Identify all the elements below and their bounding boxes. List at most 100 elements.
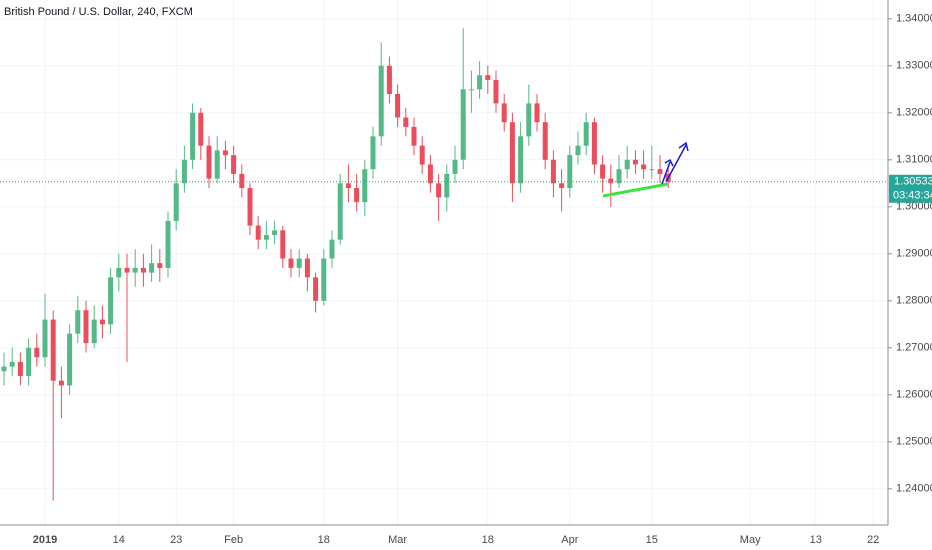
candle-body — [550, 159, 556, 184]
candle-body — [329, 239, 335, 259]
candle-body — [575, 145, 581, 156]
candle-body — [50, 319, 56, 381]
x-tick-label: 13 — [810, 534, 822, 546]
x-tick-label: 14 — [113, 534, 125, 546]
candle-body — [657, 169, 663, 174]
y-tick-label: 1.29000 — [896, 248, 932, 260]
arrow-head — [664, 158, 674, 167]
candle-body — [132, 267, 138, 273]
candle-body — [222, 150, 228, 156]
candle-body — [452, 159, 458, 174]
x-tick-label: 22 — [867, 534, 879, 546]
candle-body — [83, 310, 89, 344]
candle-body — [649, 169, 655, 171]
trend-line — [602, 182, 669, 198]
candle-body — [608, 178, 614, 184]
candle-body — [632, 159, 638, 165]
candle-body — [239, 173, 245, 189]
drawings — [602, 141, 689, 198]
countdown-label: 03:43:34 — [893, 190, 932, 202]
candle-body — [313, 277, 319, 301]
y-tick-label: 1.25000 — [896, 436, 932, 448]
y-tick-label: 1.27000 — [896, 342, 932, 354]
candle-body — [157, 263, 163, 268]
candle-body — [583, 122, 589, 146]
candle-body — [518, 136, 524, 184]
candle-body — [386, 65, 392, 95]
y-tick-label: 1.24000 — [896, 483, 932, 495]
candle-body — [304, 258, 310, 278]
candle-body — [108, 277, 114, 325]
candle-body — [91, 319, 97, 344]
y-tick-label: 1.34000 — [896, 13, 932, 25]
arrow-head — [678, 141, 689, 152]
candle-body — [17, 361, 23, 377]
candle-body — [288, 258, 294, 268]
candle-body — [378, 65, 384, 137]
candle-body — [591, 122, 597, 165]
candle-body — [231, 155, 237, 174]
candle-body — [198, 112, 204, 146]
candle-body — [559, 183, 565, 189]
candle-body — [468, 89, 474, 91]
candle-body — [460, 89, 466, 160]
candle-body — [493, 79, 499, 104]
y-tick-label: 1.32000 — [896, 107, 932, 119]
candle-body — [272, 230, 278, 236]
candle-body — [214, 150, 220, 179]
y-tick-label: 1.33000 — [896, 60, 932, 72]
candle-body — [526, 103, 532, 137]
candle-body — [427, 164, 433, 184]
arrow — [665, 144, 687, 183]
last-price-label: 1.30533 — [894, 176, 932, 188]
candle-body — [67, 333, 73, 386]
y-tick-label: 1.28000 — [896, 295, 932, 307]
y-tick-label: 1.30000 — [896, 201, 932, 213]
last-price-box — [889, 174, 932, 203]
axes: 1.24000 1.25000 1.26000 1.27000 1.28000 1.290… — [0, 13, 932, 546]
candles — [1, 28, 671, 501]
candle-body — [354, 188, 360, 203]
x-tick-label: Feb — [224, 534, 243, 546]
candle-body — [255, 225, 261, 240]
candle-body — [99, 319, 105, 325]
candle-body — [345, 183, 351, 189]
candle-body — [181, 159, 187, 184]
candle-body — [75, 310, 81, 334]
candle-body — [247, 188, 253, 226]
x-tick-label: 2019 — [33, 534, 57, 546]
x-tick-label: Mar — [388, 534, 407, 546]
candle-body — [280, 230, 286, 259]
candle-body — [9, 361, 15, 367]
candle-body — [165, 220, 171, 268]
candle-body — [444, 173, 450, 198]
candle-body — [34, 347, 40, 358]
candle-body — [173, 183, 179, 221]
candle-body — [263, 235, 269, 240]
candle-body — [509, 122, 515, 184]
x-tick-label: May — [740, 534, 761, 546]
candle-body — [337, 183, 343, 240]
chart-title: British Pound / U.S. Dollar, 240, FXCM — [4, 6, 193, 18]
x-tick-label: 18 — [318, 534, 330, 546]
y-tick-label: 1.26000 — [896, 389, 932, 401]
candle-body — [321, 258, 327, 301]
y-tick-label: 1.31000 — [896, 154, 932, 166]
x-tick-label: 15 — [646, 534, 658, 546]
candle-body — [534, 103, 540, 123]
candle-body — [403, 117, 409, 127]
candle-body — [600, 164, 606, 179]
candle-body — [419, 145, 425, 165]
candle-body — [140, 267, 146, 273]
candle-body — [411, 126, 417, 146]
candle-body — [206, 145, 212, 179]
candle-body — [190, 112, 196, 160]
candle-body — [58, 380, 64, 386]
x-tick-label: 18 — [482, 534, 494, 546]
candle-body — [296, 258, 302, 268]
candle-body — [641, 164, 647, 170]
candle-body — [124, 267, 130, 273]
